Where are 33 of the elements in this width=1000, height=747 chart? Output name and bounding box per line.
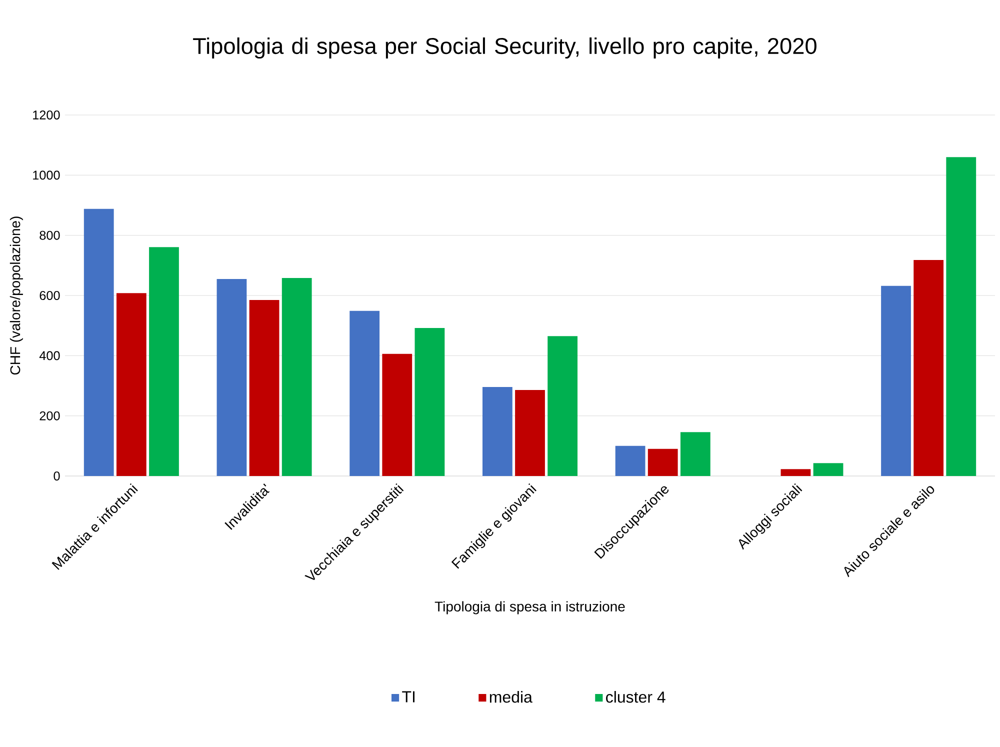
y-tick-label: 1200 <box>33 110 60 120</box>
bar <box>648 448 678 476</box>
x-axis-title: Tipologia di spesa in istruzione <box>434 601 625 614</box>
bar <box>414 328 445 476</box>
bar <box>914 260 944 476</box>
chart-title: Tipologia di spesa per Social Security, livello pro capite, 2020 <box>193 37 816 59</box>
bar <box>116 293 146 476</box>
bar <box>615 446 646 476</box>
legend-label: media <box>490 690 532 703</box>
bar <box>780 469 811 476</box>
bar <box>282 278 312 476</box>
y-tick-label: 800 <box>40 230 60 240</box>
bar <box>680 432 710 476</box>
y-tick-label: 400 <box>39 351 60 360</box>
y-tick-label: 1000 <box>33 170 60 180</box>
bar <box>216 278 247 476</box>
y-tick-label: 0 <box>54 472 60 480</box>
bar <box>149 247 179 476</box>
bar <box>482 386 512 476</box>
bar <box>84 208 114 476</box>
bar <box>813 463 844 476</box>
bar <box>382 354 412 476</box>
bar <box>249 300 280 476</box>
bar <box>946 157 976 476</box>
y-tick-label: 200 <box>40 411 60 420</box>
bar <box>548 336 578 476</box>
bar <box>350 310 380 476</box>
legend-label: TI <box>402 691 414 702</box>
legend-label: cluster 4 <box>606 690 666 703</box>
y-tick-label: 600 <box>40 291 60 300</box>
bar <box>881 286 911 476</box>
bar <box>515 390 545 476</box>
y-axis-title: CHF (valore/popolazione) <box>10 216 23 375</box>
